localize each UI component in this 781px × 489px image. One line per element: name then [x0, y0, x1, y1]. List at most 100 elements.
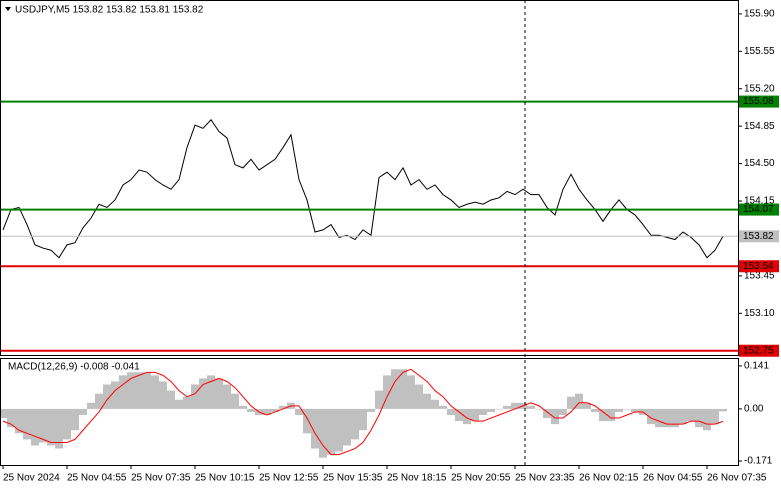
y-tick-label: 154.15: [744, 196, 775, 207]
histogram-bar: [447, 408, 455, 416]
histogram-bar: [359, 408, 367, 431]
x-tick-label: 25 Nov 15:35: [323, 473, 383, 484]
histogram-bar: [383, 375, 391, 409]
histogram-bar: [103, 384, 111, 409]
histogram-bar: [423, 393, 431, 409]
level-label-bg: [739, 344, 779, 357]
y-tick-label: 0.141: [744, 361, 769, 372]
histogram-bar: [655, 408, 663, 428]
histogram-bar: [343, 408, 351, 446]
price-panel-frame: [0, 0, 739, 356]
histogram-bar: [199, 378, 207, 409]
x-tick-label: 25 Nov 20:55: [451, 473, 511, 484]
x-tick-label: 25 Nov 23:35: [515, 473, 575, 484]
y-tick-label: 155.20: [744, 83, 775, 94]
histogram-bar: [87, 402, 95, 409]
histogram-bar: [591, 408, 599, 412]
histogram-bar: [127, 372, 135, 409]
histogram-bar: [111, 381, 119, 409]
histogram-bar: [407, 375, 415, 409]
histogram-bar: [463, 408, 471, 425]
histogram-bar: [567, 396, 575, 409]
histogram-bar: [631, 408, 639, 412]
histogram-bar: [23, 408, 31, 440]
histogram-bar: [159, 381, 167, 409]
histogram-bar: [47, 408, 55, 446]
histogram-bar: [135, 372, 143, 409]
histogram-bar: [535, 408, 543, 410]
histogram-bar: [367, 408, 375, 412]
histogram-bar: [599, 408, 607, 422]
y-tick-label: 154.85: [744, 121, 775, 132]
histogram-bar: [55, 408, 63, 449]
y-tick-label: 155.55: [744, 46, 775, 57]
level-label: 153.54: [743, 261, 774, 272]
histogram-bar: [303, 408, 311, 434]
histogram-bar: [263, 408, 271, 416]
histogram-bar: [191, 384, 199, 409]
histogram-bar: [79, 408, 87, 416]
histogram-bar: [575, 393, 583, 409]
price-line: [2, 118, 724, 259]
histogram-bar: [711, 408, 719, 425]
histogram-bar: [327, 408, 335, 455]
histogram-bar: [415, 384, 423, 409]
histogram-bar: [39, 408, 47, 443]
y-tick-label: 155.90: [744, 9, 775, 20]
last-price-label: 153.82: [743, 231, 774, 242]
histogram-bar: [311, 408, 319, 449]
histogram-bar: [151, 375, 159, 409]
menu-arrow[interactable]: [5, 7, 11, 11]
x-tick-label: 26 Nov 07:35: [707, 473, 767, 484]
histogram-bar: [247, 408, 255, 412]
histogram-bar: [695, 408, 703, 428]
x-tick-label: 25 Nov 12:55: [259, 473, 319, 484]
histogram-bar: [559, 408, 567, 416]
histogram-bar: [119, 375, 127, 409]
y-tick-label: 154.50: [744, 158, 775, 169]
histogram-bar: [95, 393, 103, 409]
histogram-bar: [551, 408, 559, 425]
histogram-bar: [295, 408, 303, 416]
x-tick-label: 25 Nov 04:55: [67, 473, 127, 484]
histogram-bar: [63, 408, 71, 440]
histogram-bar: [239, 405, 247, 409]
histogram-bar: [319, 408, 327, 458]
histogram-bar: [351, 408, 359, 440]
signal-line: [2, 368, 724, 456]
histogram-bar: [687, 408, 695, 422]
histogram-bar: [175, 399, 183, 409]
histogram-bar: [647, 408, 655, 425]
histogram-bar: [375, 390, 383, 409]
histogram-bar: [615, 408, 623, 412]
level-label-bg: [739, 260, 779, 273]
histogram-bar: [527, 405, 535, 409]
histogram-bar: [0, 408, 7, 419]
chart-title: USDJPY,M5 153.82 153.82 153.81 153.82: [15, 5, 204, 16]
histogram-bar: [271, 408, 279, 412]
histogram-bar: [495, 408, 503, 410]
y-tick-label: 153.10: [744, 308, 775, 319]
histogram-bar: [607, 408, 615, 422]
y-tick-label: 0.00: [744, 404, 764, 415]
x-tick-label: 25 Nov 18:15: [387, 473, 447, 484]
histogram-bar: [31, 408, 39, 446]
histogram-bar: [167, 390, 175, 409]
histogram-bar: [279, 405, 287, 409]
y-tick-label: -0.171: [744, 456, 773, 467]
indicator-title: MACD(12,26,9) -0.008 -0.041: [8, 362, 140, 373]
marks-layer: [0, 100, 738, 458]
level-label: 155.08: [743, 96, 774, 107]
x-tick-label: 25 Nov 10:15: [195, 473, 255, 484]
histogram-bar: [7, 408, 15, 428]
level-label-bg: [739, 203, 779, 216]
histogram-bar: [439, 405, 447, 409]
histogram-bar: [583, 402, 591, 409]
histogram-bar: [455, 408, 463, 422]
labels-layer: 155.90 155.55 155.20 154.85 154.50 154.15 153.…: [2, 9, 779, 484]
x-tick-label: 26 Nov 02:15: [579, 473, 639, 484]
histogram-bar: [623, 408, 631, 410]
last-price-bg: [739, 230, 779, 243]
histogram-bar: [431, 399, 439, 409]
